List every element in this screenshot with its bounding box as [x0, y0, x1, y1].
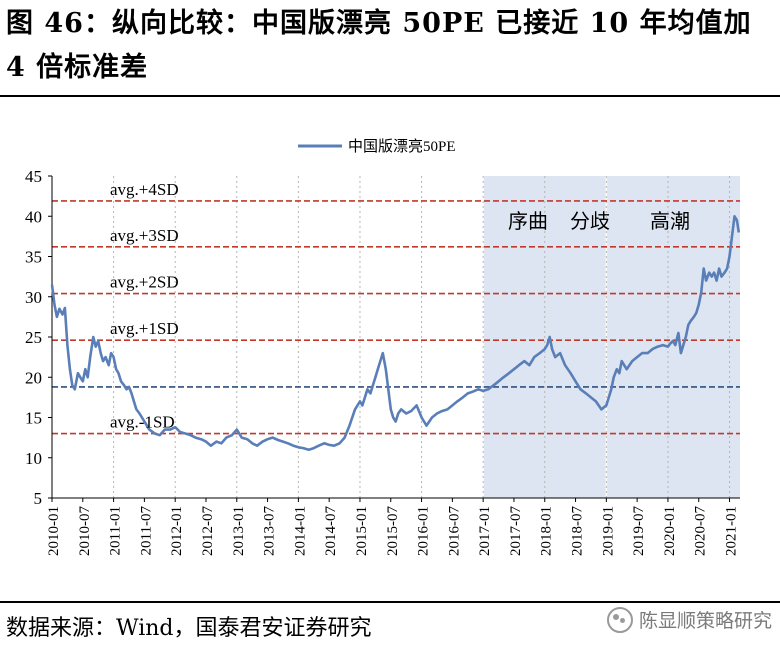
- watermark: 陈显顺策略研究: [606, 606, 772, 633]
- sd-label-0: avg.+4SD: [110, 180, 179, 199]
- chart: 5 10 15 20 25 30 35 40 45 2010-01 2010-07 2011-01 20…: [25, 138, 741, 556]
- series-line-0: [50, 215, 741, 451]
- x-tick-label-3: 2011-07: [138, 506, 154, 556]
- legend-label: 中国版漂亮50PE: [348, 138, 456, 155]
- x-tick-label-16: 2018-01: [539, 506, 555, 556]
- legend: 中国版漂亮50PE: [298, 138, 456, 155]
- x-tick-label-9: 2014-07: [323, 506, 339, 556]
- x-tick-label-18: 2019-01: [600, 506, 616, 556]
- sd-label-3: avg.+1SD: [110, 319, 179, 338]
- x-tick-label-10: 2015-01: [354, 506, 370, 556]
- x-tick-label-15: 2017-07: [508, 506, 524, 556]
- wechat-icon: [606, 606, 633, 633]
- title-rule: [0, 95, 780, 97]
- region-label-1: 分歧: [570, 210, 610, 233]
- x-tick-label-4: 2012-01: [169, 506, 185, 556]
- y-tick-label-25: 25: [25, 328, 42, 347]
- region-label-0: 序曲: [508, 210, 548, 233]
- y-tick-label-35: 35: [25, 248, 42, 267]
- x-tick-label-6: 2013-01: [231, 506, 247, 556]
- x-tick-label-5: 2012-07: [200, 506, 216, 556]
- y-tick-label-10: 10: [25, 449, 42, 468]
- x-tick-label-2: 2011-01: [108, 506, 124, 555]
- x-tick-label-11: 2015-07: [385, 506, 401, 556]
- sd-label-2: avg.+2SD: [110, 273, 179, 292]
- x-tick-label-17: 2018-07: [570, 506, 586, 556]
- annotations: avg.+4SD avg.+3SD avg.+2SD avg.+1SD avg.-1SD…: [110, 180, 690, 432]
- x-tick-label-7: 2013-07: [262, 506, 278, 556]
- shaded-region-1: [606, 176, 740, 498]
- y-tick-label-5: 5: [34, 489, 43, 508]
- y-tick-label-20: 20: [25, 368, 42, 387]
- x-tick-label-22: 2021-01: [724, 506, 740, 556]
- source-note: 数据来源：Wind，国泰君安证券研究: [6, 616, 372, 641]
- y-tick-label-30: 30: [25, 288, 42, 307]
- figure-title: 图 46：纵向比较：中国版漂亮 50PE 已接近 10 年均值加 4 倍标准差: [6, 8, 752, 83]
- x-tick-label-13: 2016-07: [446, 506, 462, 556]
- sd-label-5: avg.-1SD: [110, 413, 175, 432]
- sd-label-1: avg.+3SD: [110, 226, 179, 245]
- x-tick-label-1: 2010-07: [77, 506, 93, 556]
- watermark-text: 陈显顺策略研究: [638, 610, 772, 632]
- y-tick-label-15: 15: [25, 409, 42, 428]
- x-tick-label-8: 2014-01: [292, 506, 308, 556]
- x-tick-label-19: 2019-07: [631, 506, 647, 556]
- y-tick-label-45: 45: [25, 167, 42, 186]
- x-tick-label-0: 2010-01: [46, 506, 62, 556]
- sd-lines: [52, 200, 740, 435]
- series: [50, 215, 741, 451]
- region-label-2: 高潮: [650, 210, 690, 233]
- axes: 5 10 15 20 25 30 35 40 45 2010-01 2010-07 2011-01 20…: [25, 167, 740, 556]
- y-tick-label-40: 40: [25, 207, 42, 226]
- x-tick-label-21: 2020-07: [693, 506, 709, 556]
- x-tick-label-12: 2016-01: [416, 506, 432, 556]
- x-tick-label-20: 2020-01: [662, 506, 678, 556]
- x-tick-label-14: 2017-01: [477, 506, 493, 556]
- footer-rule: [0, 601, 780, 603]
